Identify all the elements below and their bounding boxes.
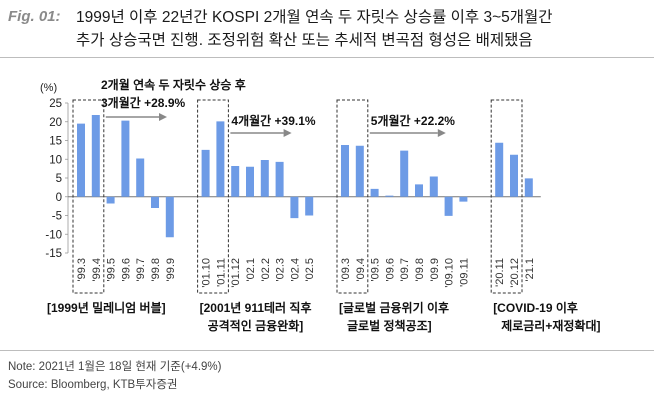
group-annotation-line2: 3개월간 +28.9% xyxy=(101,95,185,110)
note-text: Note: 2021년 1월은 18일 현재 기준(+4.9%) xyxy=(8,361,222,373)
bar xyxy=(444,196,453,216)
bar xyxy=(121,120,130,197)
group-name: [1999년 밀레니엄 버블] xyxy=(47,300,166,315)
category-label: '99.4 xyxy=(91,258,103,282)
bar xyxy=(429,176,438,197)
bar xyxy=(355,145,364,197)
annotation-arrow-head xyxy=(437,129,446,137)
category-label: '09.5 xyxy=(370,258,382,282)
category-label: '09.6 xyxy=(384,258,396,282)
category-label: '20.11 xyxy=(494,258,506,287)
category-label: '01.12 xyxy=(230,258,242,288)
category-label: '01.11 xyxy=(215,258,227,287)
group-name-line2: 제로금리+재정확대] xyxy=(501,318,600,333)
highlight-box xyxy=(490,99,523,294)
category-label: '20.12 xyxy=(509,258,521,288)
category-label: '09.3 xyxy=(340,258,352,282)
source-text: Source: Bloomberg, KTB투자증권 xyxy=(8,379,178,391)
bar xyxy=(201,149,210,197)
bar xyxy=(216,121,225,197)
category-label: '09.10 xyxy=(444,258,456,288)
group-name: [글로벌 금융위기 이후 xyxy=(339,300,449,315)
group-annotation: 4개월간 +39.1% xyxy=(231,113,315,128)
bar xyxy=(136,158,145,197)
category-label: '99.7 xyxy=(135,258,147,282)
category-label: '99.8 xyxy=(150,258,162,282)
category-label: '01.10 xyxy=(201,258,213,288)
bar xyxy=(151,196,159,208)
bar xyxy=(260,160,269,197)
y-tick-label: 5 xyxy=(56,173,62,185)
category-label: '02.3 xyxy=(275,258,287,282)
y-tick-label: 20 xyxy=(49,117,62,129)
bar xyxy=(165,196,174,238)
y-axis-unit-label: (%) xyxy=(40,82,57,94)
y-tick-label: 0 xyxy=(56,192,62,204)
annotation-arrow-head xyxy=(283,129,292,137)
bar xyxy=(77,123,85,197)
bottom-rule xyxy=(0,350,654,351)
bar xyxy=(231,166,240,197)
category-label: '02.5 xyxy=(304,258,316,282)
top-rule xyxy=(0,57,654,58)
category-label: '99.9 xyxy=(165,258,177,282)
highlight-box xyxy=(336,99,369,294)
bar xyxy=(385,195,394,197)
bar xyxy=(305,196,314,216)
category-label: '02.4 xyxy=(289,258,301,282)
category-label: '02.1 xyxy=(245,258,257,282)
category-label: '09.7 xyxy=(399,258,411,282)
bar xyxy=(370,188,379,197)
category-label: '09.8 xyxy=(414,258,426,282)
figure-title-line2: 추가 상승국면 진행. 조정위험 확산 또는 추세적 변곡점 형성은 배제됐음 xyxy=(76,32,533,49)
y-tick-label: 15 xyxy=(49,136,62,148)
bar xyxy=(415,184,423,197)
y-tick-label: -15 xyxy=(45,248,62,260)
annotation-arrow-head xyxy=(159,113,167,121)
bar xyxy=(275,161,284,197)
category-label: '02.2 xyxy=(260,258,272,282)
bar xyxy=(495,142,504,197)
category-label: '09.11 xyxy=(458,258,470,287)
bar xyxy=(246,166,254,197)
bar xyxy=(341,145,349,197)
highlight-box xyxy=(197,99,229,294)
y-tick-label: -10 xyxy=(45,229,62,241)
category-label: '99.5 xyxy=(106,258,118,282)
category-label: '09.4 xyxy=(355,258,367,282)
y-tick-label: 25 xyxy=(49,98,62,110)
bar xyxy=(459,196,468,202)
y-tick-label: -5 xyxy=(52,211,62,223)
y-tick-label: 10 xyxy=(49,154,62,166)
category-label: '99.6 xyxy=(120,258,132,282)
bar xyxy=(400,150,409,197)
group-name: [2001년 911테러 직후 xyxy=(200,300,312,315)
bar xyxy=(91,115,100,197)
group-name-line2: 글로벌 정책공조] xyxy=(347,318,432,333)
category-label: '99.3 xyxy=(76,258,88,282)
figure-title: 1999년 이후 22년간 KOSPI 2개월 연속 두 자릿수 상승률 이후 … xyxy=(76,6,553,52)
group-name-line2: 공격적인 금융완화] xyxy=(208,318,304,333)
figure-label: Fig. 01: xyxy=(8,8,61,25)
group-annotation: 2개월 연속 두 자릿수 상승 후 xyxy=(101,77,246,92)
category-label: '09.9 xyxy=(429,258,441,282)
highlight-box xyxy=(72,99,105,294)
figure-title-line1: 1999년 이후 22년간 KOSPI 2개월 연속 두 자릿수 상승률 이후 … xyxy=(76,9,553,26)
bar xyxy=(510,154,518,197)
bar xyxy=(106,196,115,204)
bar xyxy=(290,196,299,219)
category-label: '21.1 xyxy=(524,258,536,282)
group-annotation: 5개월간 +22.2% xyxy=(371,113,455,128)
bar xyxy=(524,178,533,197)
group-name: [COVID-19 이후 xyxy=(493,300,578,315)
